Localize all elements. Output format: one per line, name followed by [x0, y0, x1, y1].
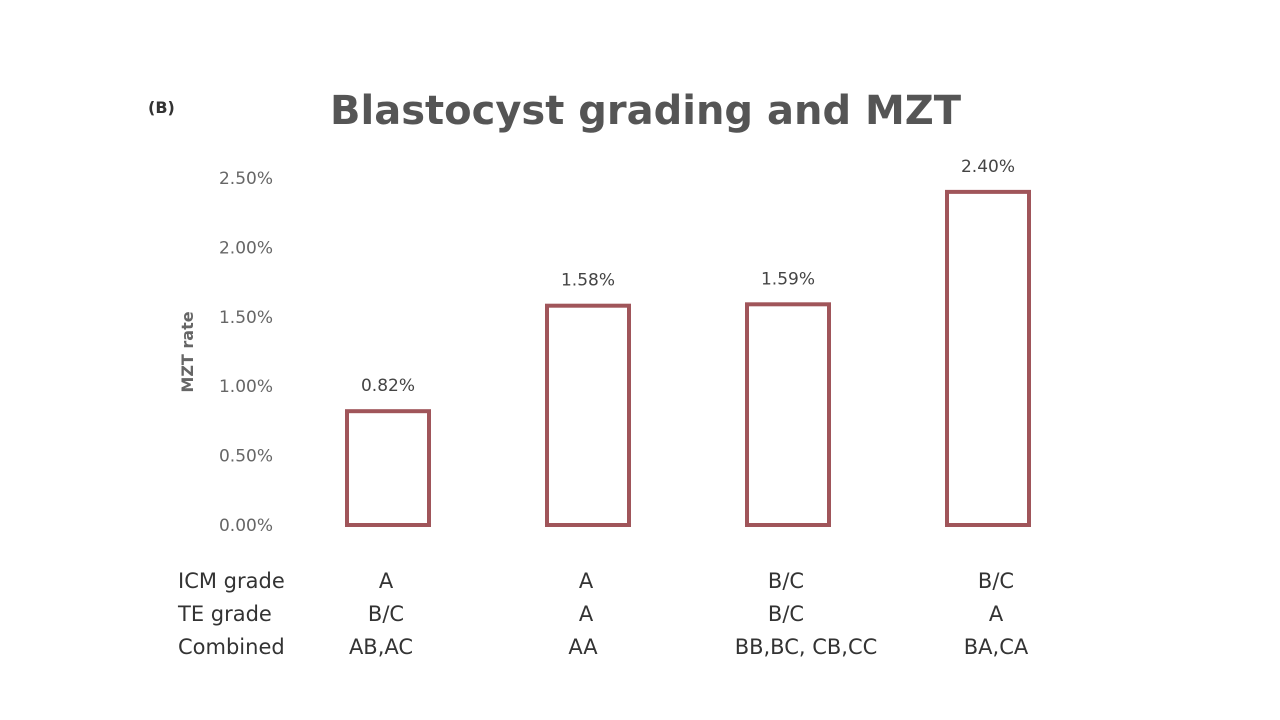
icm-cell: A: [378, 569, 394, 593]
data-label: 0.82%: [361, 376, 415, 396]
te-cell: B/C: [367, 602, 405, 626]
bar: [545, 303, 631, 528]
data-label: 1.59%: [761, 269, 815, 289]
y-tick-label: 1.00%: [219, 377, 273, 397]
row-label-te: TE grade: [178, 602, 272, 626]
bar: [745, 302, 831, 528]
combined-cell: AA: [568, 635, 598, 659]
y-tick-label: 0.00%: [219, 516, 273, 536]
row-label-icm: ICM grade: [178, 569, 285, 593]
y-axis-label: MZT rate: [178, 311, 197, 392]
combined-cell: BA,CA: [963, 635, 1029, 659]
icm-cell: B/C: [767, 569, 805, 593]
panel-label: (B): [148, 98, 175, 117]
y-tick-label: 0.50%: [219, 447, 273, 467]
bar: [345, 409, 431, 527]
combined-cell: BB,BC, CB,CC: [734, 635, 878, 659]
y-tick-label: 2.50%: [219, 169, 273, 189]
data-label: 1.58%: [561, 271, 615, 291]
y-tick-label: 1.50%: [219, 308, 273, 328]
data-label: 2.40%: [961, 157, 1015, 177]
chart-title: Blastocyst grading and MZT: [330, 88, 962, 134]
icm-cell: B/C: [977, 569, 1015, 593]
icm-cell: A: [578, 569, 594, 593]
te-cell: A: [578, 602, 594, 626]
bar: [945, 189, 1031, 527]
y-tick-label: 2.00%: [219, 238, 273, 258]
te-cell: A: [988, 602, 1004, 626]
te-cell: B/C: [767, 602, 805, 626]
row-label-combined: Combined: [178, 635, 285, 659]
combined-cell: AB,AC: [348, 635, 414, 659]
